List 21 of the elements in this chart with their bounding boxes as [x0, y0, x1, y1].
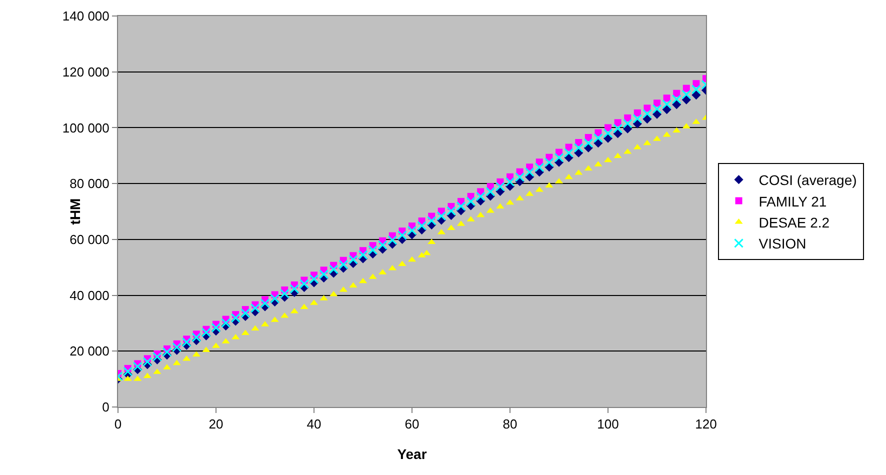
y-tick-label: 20 000 — [70, 344, 110, 359]
x-tick-label: 20 — [208, 416, 224, 432]
legend-label: COSI (average) — [758, 172, 857, 188]
x-tick-label: 100 — [597, 416, 619, 432]
y-tick-label: 140 000 — [62, 8, 110, 24]
x-tick-label: 0 — [114, 416, 122, 432]
y-tick-label: 80 000 — [70, 176, 110, 192]
y-tick-label: 120 000 — [62, 64, 110, 80]
y-tick-label: 60 000 — [70, 232, 110, 247]
y-tick-label: 100 000 — [62, 120, 110, 136]
x-tick-label: 120 — [695, 416, 717, 432]
x-tick-label: 40 — [306, 416, 322, 432]
legend-label: DESAE 2.2 — [758, 214, 830, 230]
legend-label: VISION — [758, 236, 806, 252]
y-tick-label: 0 — [102, 400, 110, 415]
y-axis-title: tHM — [67, 198, 83, 225]
y-tick-label: 40 000 — [70, 288, 110, 303]
x-tick-label: 60 — [404, 416, 420, 432]
legend-label: FAMILY 21 — [758, 193, 827, 210]
x-axis-title: Year — [397, 446, 428, 462]
x-tick-label: 80 — [502, 416, 518, 432]
